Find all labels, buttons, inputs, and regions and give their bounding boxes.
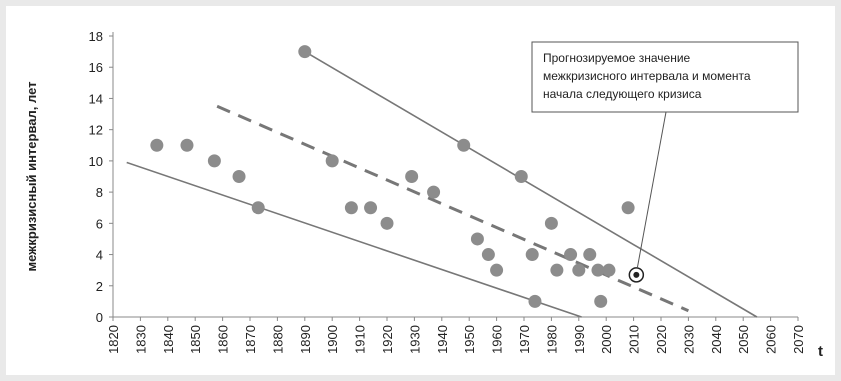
data-point — [405, 170, 419, 183]
y-tick-label: 2 — [96, 279, 103, 294]
x-tick-label: 1860 — [216, 325, 231, 354]
data-point — [490, 263, 504, 277]
y-tick-label: 0 — [96, 310, 103, 325]
x-tick-label: 2050 — [736, 325, 751, 354]
data-point — [602, 263, 616, 277]
data-point — [591, 263, 605, 277]
data-point — [232, 170, 246, 183]
x-tick-label: 2040 — [709, 325, 724, 354]
x-tick-label: 1820 — [106, 325, 121, 354]
x-tick-label: 1910 — [353, 325, 368, 354]
chart-container: 0 2 4 6 8 10 12 14 16 18 1820 1830 1840 1850 1860 1870 1… — [6, 6, 835, 375]
data-point — [427, 185, 441, 199]
callout-line-2: межкризисного интервала и момента — [543, 69, 751, 83]
x-tick-label: 1940 — [435, 325, 450, 354]
data-point — [528, 294, 542, 308]
data-point — [550, 263, 564, 277]
x-tick-label: 1990 — [572, 325, 587, 354]
y-tick-label: 8 — [96, 185, 103, 200]
y-tick-label: 12 — [89, 123, 103, 138]
data-point — [207, 154, 221, 168]
x-tick-label: 1960 — [490, 325, 505, 354]
x-tick-label: 1900 — [325, 325, 340, 354]
data-points — [150, 45, 645, 308]
y-tick-label: 18 — [89, 29, 103, 44]
data-point — [380, 216, 394, 230]
callout-line-1: Прогнозируемое значение — [543, 51, 691, 65]
x-tick-label: 1970 — [517, 325, 532, 354]
data-point — [564, 248, 578, 262]
data-point — [525, 248, 539, 262]
x-tick-label: 1950 — [462, 325, 477, 354]
data-point — [180, 138, 194, 152]
data-point — [470, 232, 484, 246]
x-tick-label: 2060 — [764, 325, 779, 354]
y-tick-label: 16 — [89, 60, 103, 75]
x-tick-label: 2070 — [791, 325, 806, 354]
data-point — [594, 294, 608, 308]
x-tick-label: 1840 — [161, 325, 176, 354]
data-point — [325, 154, 339, 168]
trend-line-solid — [126, 161, 582, 318]
trend-line-dashed — [216, 104, 689, 313]
y-tick-label: 14 — [89, 91, 103, 106]
x-tick-label: 1920 — [380, 325, 395, 354]
x-tick-label: 1890 — [298, 325, 313, 354]
x-tick-label: 1830 — [133, 325, 148, 354]
x-tick-label: 1870 — [243, 325, 258, 354]
data-point — [572, 263, 586, 277]
data-point — [457, 138, 471, 152]
scatter-chart: 0 2 4 6 8 10 12 14 16 18 1820 1830 1840 1850 1860 1870 1… — [24, 29, 823, 360]
data-point — [298, 45, 312, 59]
x-tick-label: 1980 — [544, 325, 559, 354]
x-tick-label: 2000 — [599, 325, 614, 354]
data-point — [251, 201, 265, 215]
x-tick-label: 2010 — [627, 325, 642, 354]
data-point — [583, 248, 597, 262]
callout-box — [531, 41, 799, 113]
x-axis-title: t — [818, 343, 823, 360]
data-point — [150, 138, 164, 152]
forecast-point-dot — [633, 271, 640, 278]
callout-line-3: начала следующего кризиса — [543, 87, 702, 101]
y-tick-label: 6 — [96, 216, 103, 231]
data-point — [544, 216, 558, 230]
y-tick-label: 4 — [96, 248, 103, 263]
x-tick-label: 1930 — [407, 325, 422, 354]
x-tick-label: 1880 — [270, 325, 285, 354]
y-axis-title: межкризисный интервал, лет — [24, 82, 39, 272]
callout-leader-line — [636, 111, 667, 268]
x-tick-label: 1850 — [188, 325, 203, 354]
x-tick-label: 2030 — [681, 325, 696, 354]
y-tick-label: 10 — [89, 154, 103, 169]
data-point — [344, 201, 358, 215]
callout: Прогнозируемое значение межкризисного ин… — [531, 41, 799, 268]
data-point — [481, 248, 495, 262]
data-point — [364, 201, 378, 215]
x-tick-label: 2020 — [654, 325, 669, 354]
trend-line-solid — [304, 50, 758, 318]
trend-lines — [126, 50, 758, 318]
axes: 0 2 4 6 8 10 12 14 16 18 1820 1830 1840 1850 1860 1870 1… — [89, 29, 806, 354]
data-point — [621, 201, 635, 215]
data-point — [514, 170, 528, 183]
